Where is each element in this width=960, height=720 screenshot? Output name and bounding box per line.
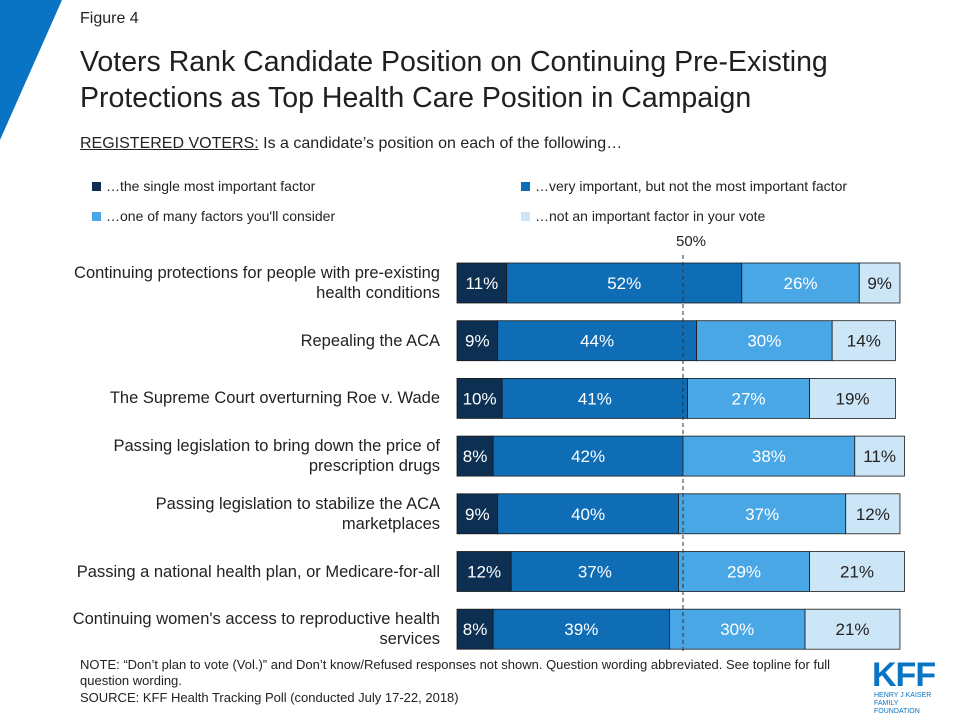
- value-label: 44%: [580, 332, 614, 351]
- bar-segment: [858, 262, 901, 304]
- value-label: 30%: [747, 332, 781, 351]
- bar-segment: [809, 551, 905, 592]
- value-label: 8%: [463, 620, 488, 639]
- value-label: 8%: [463, 447, 488, 466]
- value-label: 9%: [465, 332, 490, 351]
- value-label: 9%: [867, 274, 892, 293]
- value-label: 42%: [571, 447, 605, 466]
- bar-segment: [845, 493, 901, 535]
- value-label: 12%: [467, 563, 501, 582]
- bar-segment: [492, 608, 670, 650]
- value-label: 14%: [847, 332, 881, 351]
- legend-swatch: [521, 211, 530, 221]
- bar-segment: [854, 435, 905, 477]
- bar-segment: [492, 435, 684, 477]
- legend-label: …one of many factors you'll consider: [106, 208, 336, 224]
- note: NOTE: “Don’t plan to vote (Vol.)” and Do…: [80, 657, 831, 688]
- value-label: 26%: [784, 274, 818, 293]
- category-label: Passing legislation to stabilize the ACA…: [155, 494, 440, 533]
- bar-segment: [510, 551, 679, 592]
- value-label: 30%: [720, 620, 754, 639]
- value-label: 39%: [564, 620, 598, 639]
- reference-label: 50%: [676, 233, 706, 250]
- bar-segment: [669, 608, 806, 650]
- category-label: Passing legislation to bring down the pr…: [113, 437, 440, 476]
- category-label: The Supreme Court overturning Roe v. Wad…: [109, 389, 440, 408]
- figure-label: Figure 4: [80, 10, 139, 27]
- legend-swatch: [92, 181, 101, 191]
- value-label: 11%: [465, 274, 498, 293]
- subtitle: Is a candidate’s position on each of the…: [263, 135, 623, 152]
- bar-segment: [682, 435, 856, 477]
- legend-item: …one of many factors you'll consider: [92, 208, 335, 224]
- legend-item: …not an important factor in your vote: [521, 208, 765, 224]
- value-label: 12%: [856, 505, 890, 524]
- value-label: 27%: [732, 389, 766, 408]
- value-label: 37%: [578, 563, 612, 582]
- bar-segment: [456, 551, 512, 592]
- bar-segment: [501, 377, 688, 419]
- value-label: 10%: [463, 389, 497, 408]
- bar-segment: [506, 262, 743, 304]
- category-label: Passing a national health plan, or Medic…: [76, 562, 440, 581]
- chart-title: Voters Rank Candidate Position on Contin…: [80, 46, 828, 114]
- value-label: 11%: [863, 447, 896, 466]
- value-label: 40%: [571, 505, 605, 524]
- bar-segment: [741, 262, 860, 304]
- legend-swatch: [521, 181, 530, 191]
- bar-segment: [456, 493, 499, 535]
- value-label: 38%: [752, 447, 786, 466]
- bar-segment: [678, 551, 810, 592]
- category-label: Continuing women's access to reproductiv…: [72, 610, 440, 649]
- value-label: 9%: [465, 505, 490, 524]
- bar-segment: [497, 320, 697, 362]
- value-label: 19%: [835, 389, 869, 408]
- value-label: 29%: [727, 563, 761, 582]
- legend-swatch: [92, 211, 101, 221]
- value-label: 52%: [607, 274, 641, 293]
- source: SOURCE: KFF Health Tracking Poll (conduc…: [80, 690, 459, 705]
- bar-segment: [831, 320, 896, 362]
- bar-segment: [456, 377, 503, 419]
- bar-segment: [809, 377, 896, 419]
- bar-segment: [497, 493, 679, 535]
- legend-item: …very important, but not the most import…: [521, 178, 847, 194]
- bar-segment: [456, 608, 494, 650]
- bar-segment: [456, 262, 508, 304]
- legend-label: …the single most important factor: [106, 178, 316, 194]
- category-label: Repealing the ACA: [300, 331, 440, 350]
- value-label: 41%: [578, 389, 612, 408]
- legend-label: …very important, but not the most import…: [535, 178, 848, 194]
- logo-name: KFF: [872, 656, 936, 694]
- subtitle-block: REGISTERED VOTERS: Is a candidate’s posi…: [80, 135, 622, 153]
- value-label: 21%: [835, 620, 869, 639]
- legend-label: …not an important factor in your vote: [535, 208, 766, 224]
- value-label: 21%: [840, 563, 874, 582]
- subtitle-lead: REGISTERED VOTERS:: [80, 135, 259, 152]
- legend-item: …the single most important factor: [92, 178, 315, 194]
- value-label: 37%: [745, 505, 779, 524]
- logo-tagline: HENRY J KAISER FAMILY FOUNDATION: [874, 692, 932, 715]
- bar-segment: [678, 493, 847, 535]
- bar-segment: [804, 608, 901, 650]
- category-label: Continuing protections for people with p…: [74, 264, 440, 302]
- corner-stripe: [0, 0, 62, 140]
